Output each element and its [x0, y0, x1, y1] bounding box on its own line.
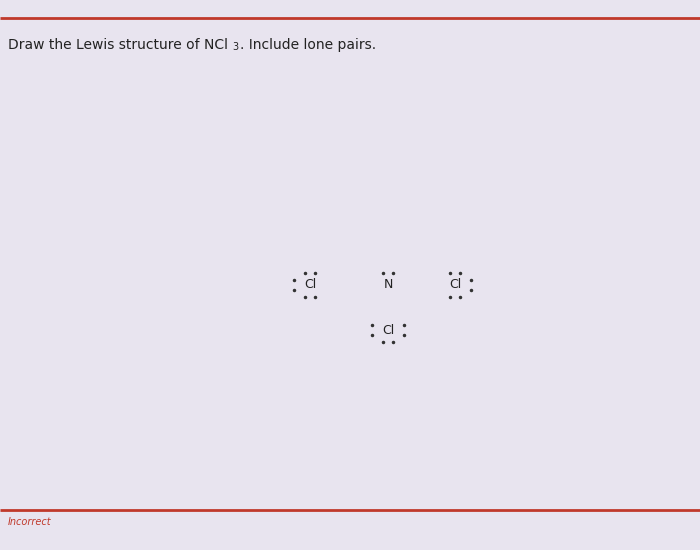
Text: Cl: Cl [304, 278, 316, 292]
Text: 3: 3 [232, 42, 238, 52]
Text: Cl: Cl [449, 278, 461, 292]
Text: Draw the Lewis structure of NCl: Draw the Lewis structure of NCl [8, 38, 228, 52]
Text: Incorrect: Incorrect [8, 517, 52, 527]
Text: Cl: Cl [382, 323, 394, 337]
Text: . Include lone pairs.: . Include lone pairs. [240, 38, 376, 52]
Text: N: N [384, 278, 393, 292]
